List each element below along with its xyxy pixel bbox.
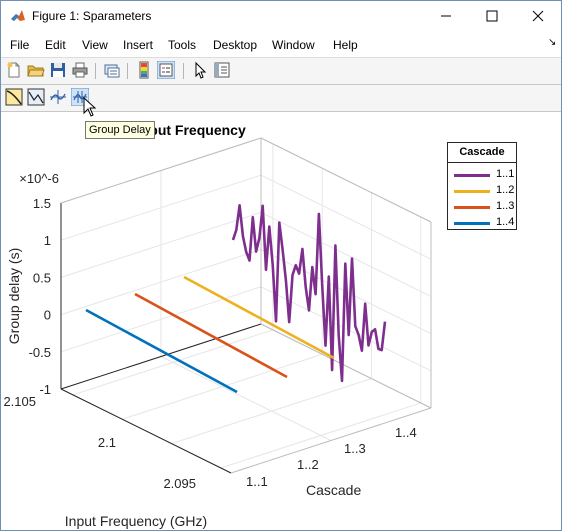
colorbar-icon[interactable] — [135, 61, 153, 79]
matlab-logo-icon — [11, 10, 25, 21]
grid-line — [260, 174, 432, 260]
toolbar-separator — [183, 63, 184, 79]
new-figure-icon[interactable] — [5, 61, 23, 79]
rf-plot-2-icon[interactable] — [27, 88, 45, 106]
menu-view[interactable]: View — [82, 38, 108, 52]
title-bar[interactable]: Figure 1: Sparameters — [1, 1, 561, 31]
close-button[interactable] — [515, 1, 561, 31]
menu-insert[interactable]: Insert — [123, 38, 154, 52]
close-icon — [532, 10, 544, 22]
legend-swatch — [454, 190, 490, 193]
menu-file[interactable]: File — [10, 38, 30, 52]
axes-box — [60, 137, 432, 474]
legend-entry: 1..2 — [454, 183, 516, 199]
legend-entry: 1..4 — [454, 215, 516, 231]
chart-area[interactable]: -1 -0.5 0 0.5 1 1.5 ×10^-6 Group delay (s) 2.095… — [1, 112, 561, 530]
figure-toolbar — [1, 57, 561, 85]
grid-line — [260, 286, 432, 372]
minimize-button[interactable] — [423, 1, 469, 31]
legend-label: 1..1 — [496, 168, 515, 180]
print-icon[interactable] — [71, 61, 89, 79]
save-icon[interactable] — [49, 61, 67, 79]
legend-icon[interactable] — [157, 61, 175, 79]
series-line-3 — [134, 292, 288, 379]
z-tick-label: 0.5 — [33, 270, 51, 285]
label-layer: -1 -0.5 0 0.5 1 1.5 ×10^-6 Group delay (s) 2.095… — [3, 171, 416, 529]
box-edge — [230, 407, 432, 474]
legend-swatch — [454, 174, 490, 177]
z-axis-label: Group delay (s) — [6, 248, 22, 344]
link-icon[interactable] — [103, 61, 121, 79]
box-edge — [60, 137, 262, 204]
maximize-icon — [486, 10, 498, 22]
x-tick-label: 1..3 — [344, 441, 366, 456]
open-file-icon[interactable] — [27, 61, 45, 79]
series-line-2 — [183, 275, 335, 360]
legend-entry: 1..3 — [454, 199, 516, 215]
y-tick-label: 2.1 — [98, 435, 116, 450]
property-editor-icon[interactable] — [213, 61, 231, 79]
y-tick-label: 2.105 — [3, 394, 36, 409]
x-tick-label: 1..1 — [246, 474, 268, 489]
z-tick-label: 1.5 — [33, 196, 51, 211]
legend-label: 1..2 — [496, 184, 515, 196]
menu-overflow-icon[interactable]: ↘ — [548, 37, 557, 48]
menu-tools[interactable]: Tools — [168, 38, 197, 52]
z-tick-label: 1 — [44, 233, 51, 248]
legend-label: 1..4 — [496, 216, 515, 228]
rf-plot-3-icon[interactable] — [49, 88, 67, 106]
series-layer — [85, 204, 387, 394]
legend-label: 1..3 — [496, 200, 515, 212]
menu-window[interactable]: Window — [272, 38, 315, 52]
z-exponent-label: ×10^-6 — [19, 171, 59, 186]
legend-swatch — [454, 222, 490, 225]
menu-bar: File Edit View Insert Tools Desktop Wind… — [1, 33, 561, 55]
minimize-icon — [441, 15, 451, 17]
rf-plot-1-icon[interactable] — [5, 88, 23, 106]
legend-title: Cascade — [448, 143, 516, 163]
series-line-4 — [85, 308, 238, 394]
x-tick-label: 1..4 — [395, 425, 417, 440]
box-edge — [260, 323, 432, 409]
toolbar-separator — [95, 63, 96, 79]
x-tick-label: 1..2 — [297, 457, 319, 472]
grid-line — [60, 174, 262, 241]
menu-desktop[interactable]: Desktop — [213, 38, 258, 52]
maximize-button[interactable] — [469, 1, 515, 31]
menu-help[interactable]: Help — [333, 38, 358, 52]
y-tick-label: 2.095 — [163, 476, 196, 491]
y-axis-label: Input Frequency (GHz) — [65, 513, 207, 529]
grid-line — [260, 211, 432, 297]
grid-line — [60, 249, 262, 316]
grid-line — [160, 356, 332, 441]
rf-toolbar — [1, 85, 561, 117]
toolbar-separator — [127, 63, 128, 79]
z-tick-label: 0 — [44, 308, 51, 323]
legend[interactable]: Cascade 1..1 1..2 1..3 1..4 — [447, 142, 517, 230]
box-edge — [260, 137, 432, 223]
x-axis-line — [60, 388, 232, 474]
y-axis-line — [60, 323, 262, 390]
pointer-icon[interactable] — [191, 61, 209, 79]
z-tick-label: -1 — [39, 382, 51, 397]
z-tick-label: -0.5 — [29, 345, 51, 360]
legend-entry: 1..1 — [454, 167, 516, 183]
mouse-cursor-icon — [83, 97, 97, 117]
window-title: Figure 1: Sparameters — [32, 9, 152, 23]
series-line-1 — [231, 204, 387, 383]
tooltip: Group Delay — [85, 121, 155, 139]
legend-swatch — [454, 206, 490, 209]
grid-line — [60, 211, 262, 278]
grid-line — [60, 286, 262, 353]
menu-edit[interactable]: Edit — [45, 38, 66, 52]
x-axis-label: Cascade — [306, 482, 361, 498]
